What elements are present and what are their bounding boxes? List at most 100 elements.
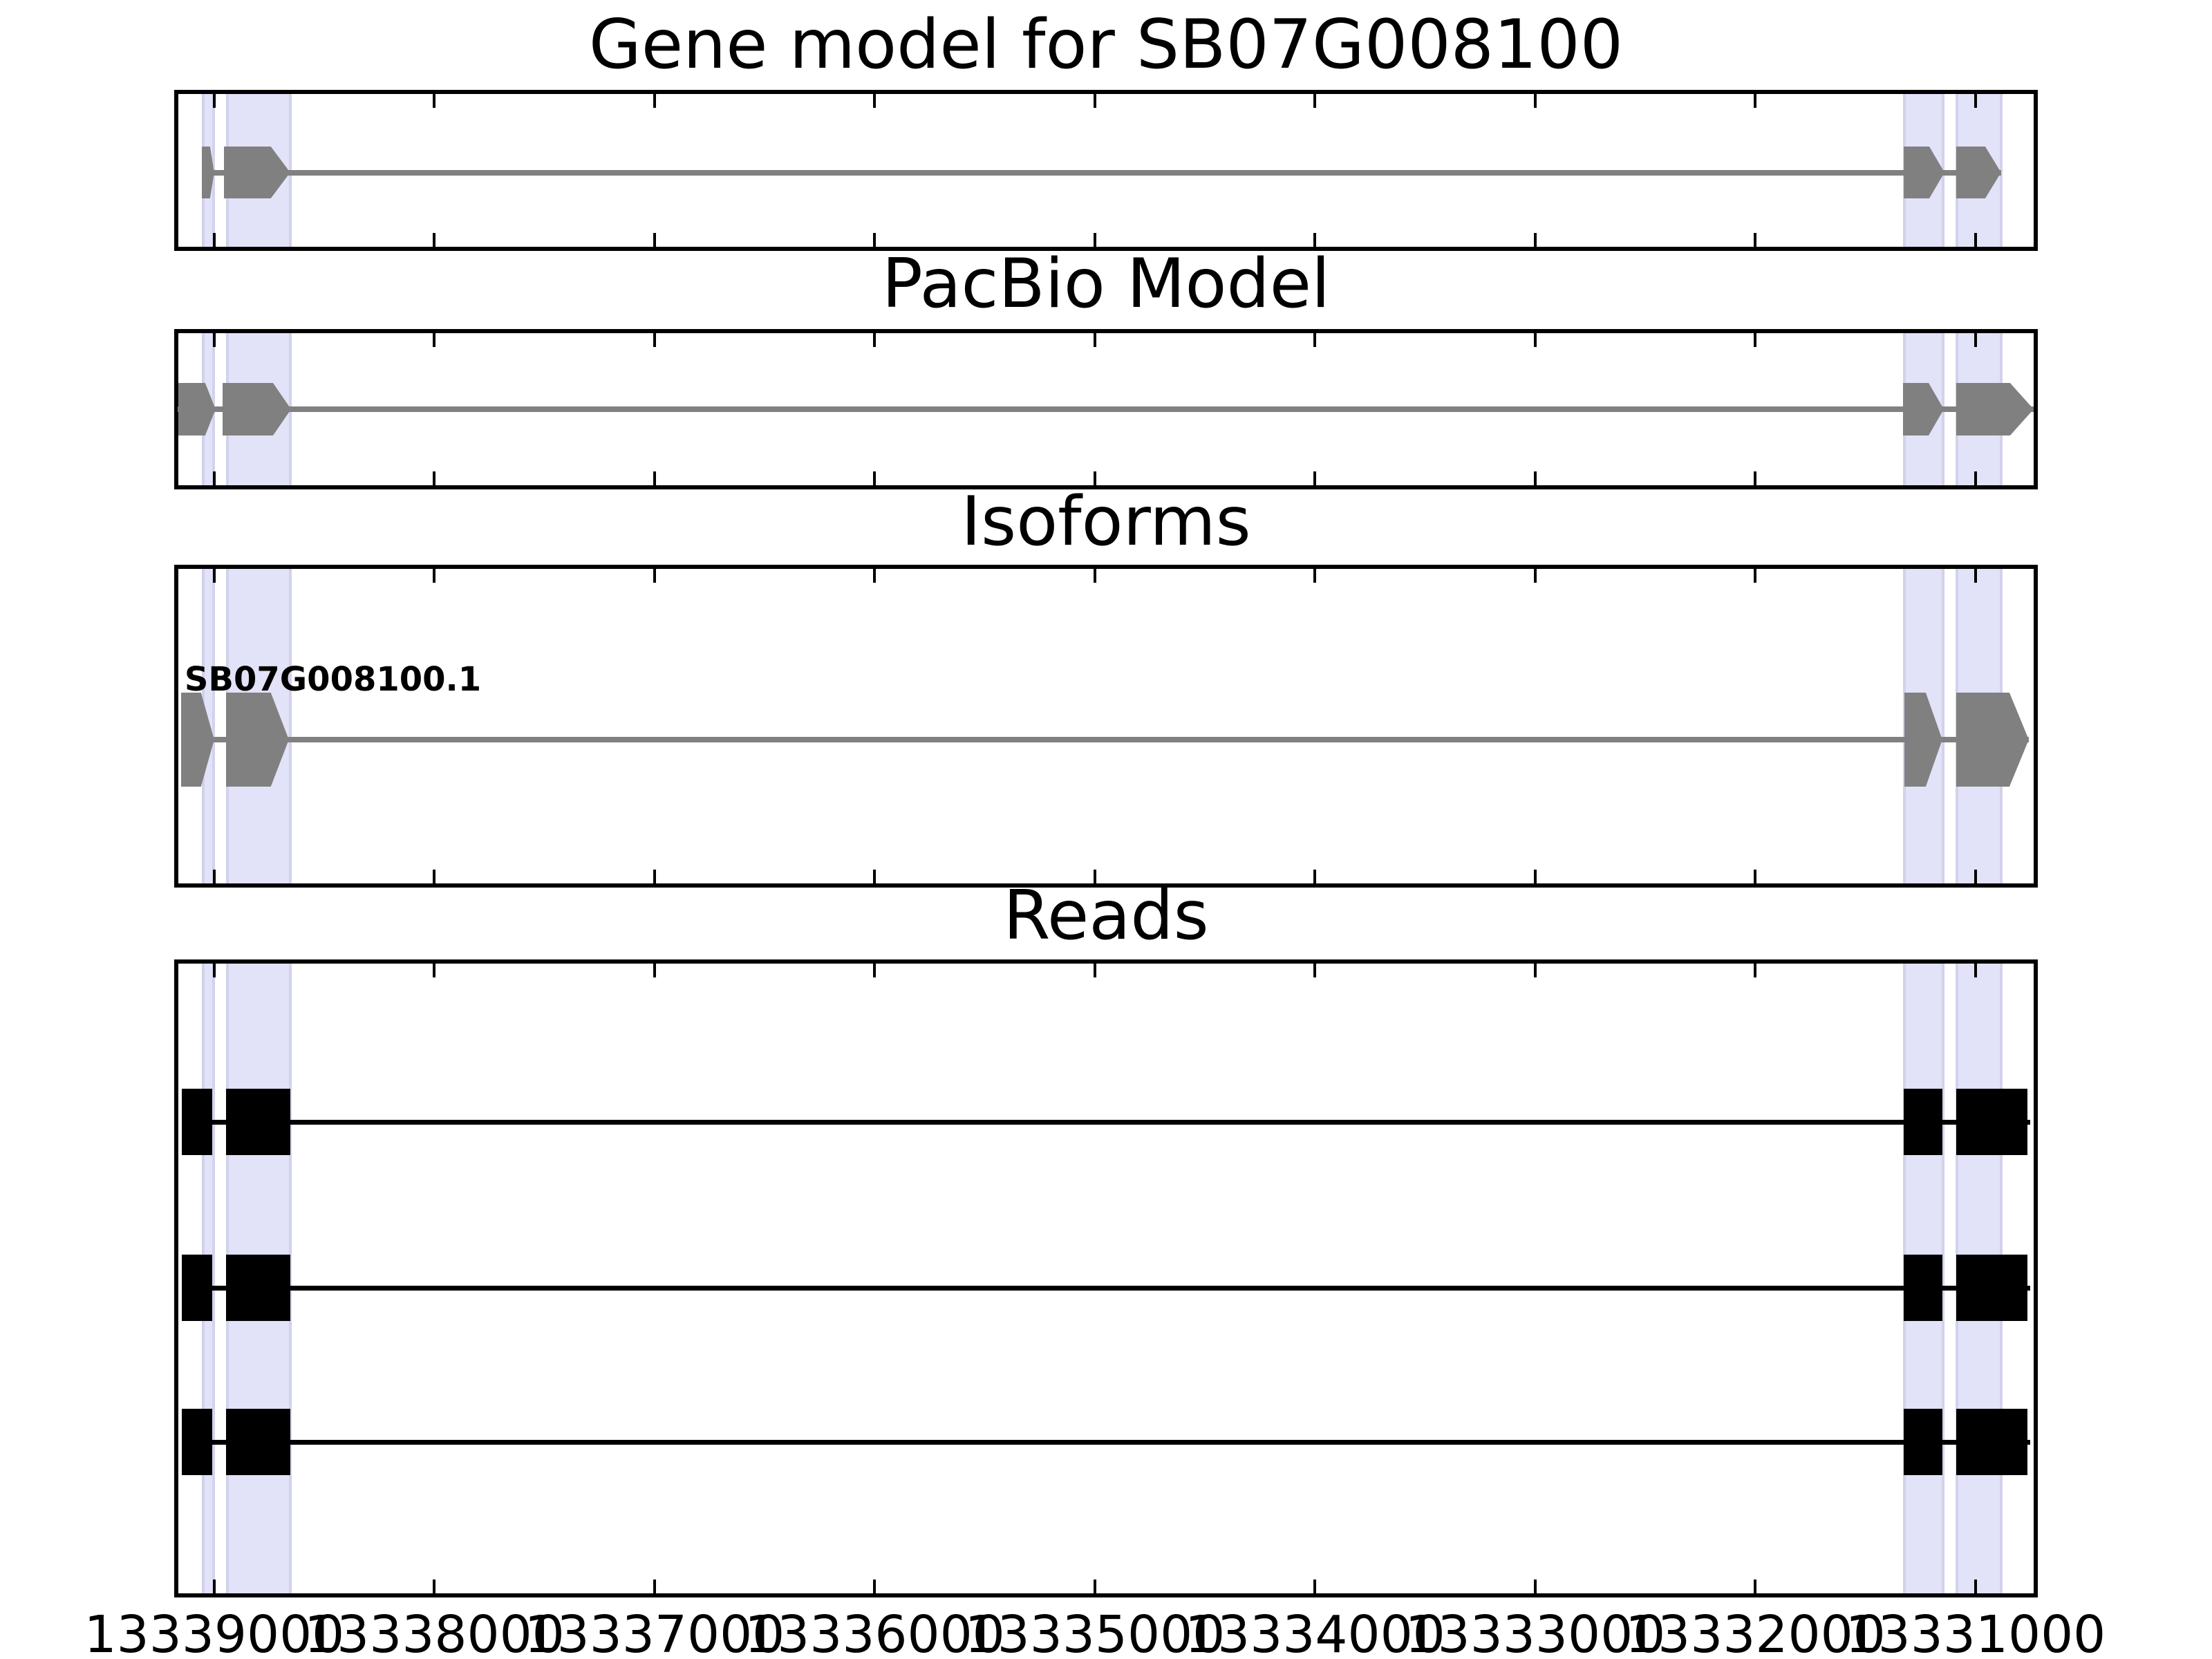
panel-isoforms: SB07G008100.1: [174, 565, 2038, 888]
axis-tick: [1533, 233, 1537, 247]
axis-tick: [873, 94, 877, 108]
axis-tick-label: 13339000: [84, 1605, 345, 1659]
axis-tick: [1974, 964, 1977, 977]
axis-tick: [1533, 870, 1537, 883]
axis-tick: [212, 569, 216, 583]
axis-tick-label: 13331000: [1845, 1605, 2106, 1659]
axis-tick: [653, 1580, 656, 1593]
read-exon-block: [1904, 1089, 1942, 1155]
read-intron-line: [181, 1285, 2030, 1291]
axis-tick: [873, 471, 877, 485]
title-pacbio-model: PacBio Model: [881, 245, 1331, 324]
axis-tick-label: 13336000: [744, 1605, 1005, 1659]
axis-tick: [1533, 569, 1537, 583]
read-exon-block: [1904, 1255, 1942, 1321]
axis-tick-label: 13333000: [1405, 1605, 1666, 1659]
read-exon-block: [1904, 1409, 1942, 1475]
axis-tick: [1313, 471, 1317, 485]
axis-tick: [653, 569, 656, 583]
axis-tick: [433, 333, 436, 347]
isoform-label: SB07G008100.1: [184, 660, 482, 699]
axis-tick: [433, 471, 436, 485]
axis-tick: [873, 233, 877, 247]
panel-gene_model: [174, 90, 2038, 251]
axis-tick: [1974, 94, 1977, 108]
axis-tick: [1093, 964, 1096, 977]
axis-tick: [1093, 870, 1096, 883]
axis-tick: [1093, 233, 1096, 247]
axis-tick: [653, 964, 656, 977]
axis-tick: [1754, 233, 1757, 247]
axis-tick: [1974, 870, 1977, 883]
axis-tick: [1313, 233, 1317, 247]
read-exon-block: [181, 1089, 213, 1155]
axis-tick: [212, 333, 216, 347]
axis-tick-label: 13334000: [1185, 1605, 1445, 1659]
axis-tick: [653, 471, 656, 485]
intron-line: [178, 406, 2034, 412]
read-intron-line: [181, 1119, 2030, 1125]
axis-tick: [1754, 1580, 1757, 1593]
axis-tick: [1533, 333, 1537, 347]
axis-tick: [1313, 94, 1317, 108]
axis-tick: [873, 1580, 877, 1593]
axis-tick: [653, 333, 656, 347]
axis-tick: [653, 233, 656, 247]
title-gene-model: Gene model for SB07G008100: [588, 6, 1624, 84]
axis-tick: [1754, 94, 1757, 108]
axis-tick: [1533, 1580, 1537, 1593]
exon-arrow: [1956, 693, 2029, 787]
axis-tick: [873, 569, 877, 583]
axis-tick: [212, 233, 216, 247]
panel-pacbio: [174, 329, 2038, 489]
axis-tick: [1974, 1580, 1977, 1593]
read-exon-block: [1956, 1255, 2027, 1321]
axis-tick: [433, 233, 436, 247]
axis-tick: [873, 964, 877, 977]
axis-tick: [433, 94, 436, 108]
read-exon-block: [1956, 1089, 2027, 1155]
read-exon-block: [1956, 1409, 2027, 1475]
axis-tick: [433, 1580, 436, 1593]
axis-tick: [1974, 569, 1977, 583]
axis-tick-label: 13332000: [1625, 1605, 1886, 1659]
axis-tick: [1093, 94, 1096, 108]
read-exon-block: [225, 1089, 290, 1155]
axis-tick: [212, 1580, 216, 1593]
axis-tick: [1093, 333, 1096, 347]
axis-tick: [1313, 569, 1317, 583]
axis-tick: [1313, 1580, 1317, 1593]
title-reads: Reads: [1003, 877, 1209, 955]
axis-tick: [212, 964, 216, 977]
intron-line: [201, 169, 2001, 176]
axis-tick-label: 13337000: [524, 1605, 785, 1659]
axis-tick: [1533, 94, 1537, 108]
axis-tick: [1313, 333, 1317, 347]
axis-tick: [1093, 471, 1096, 485]
axis-tick: [653, 94, 656, 108]
axis-tick: [212, 94, 216, 108]
axis-tick: [1754, 964, 1757, 977]
axis-tick: [1533, 964, 1537, 977]
intron-line: [180, 737, 2029, 742]
title-isoforms: Isoforms: [961, 482, 1251, 561]
axis-tick: [873, 870, 877, 883]
read-intron-line: [181, 1439, 2030, 1445]
read-exon-block: [225, 1255, 290, 1321]
axis-tick: [433, 569, 436, 583]
axis-tick: [212, 471, 216, 485]
exon-arrow: [201, 147, 214, 198]
read-exon-block: [181, 1255, 213, 1321]
axis-tick: [1093, 1580, 1096, 1593]
axis-tick: [1093, 569, 1096, 583]
axis-tick: [1754, 333, 1757, 347]
axis-tick: [1754, 569, 1757, 583]
axis-tick: [212, 870, 216, 883]
axis-tick-label: 13338000: [304, 1605, 565, 1659]
axis-tick: [433, 870, 436, 883]
panel-reads: [174, 959, 2038, 1597]
axis-tick: [1974, 233, 1977, 247]
axis-tick: [1974, 333, 1977, 347]
exon-arrow: [1956, 383, 2034, 435]
